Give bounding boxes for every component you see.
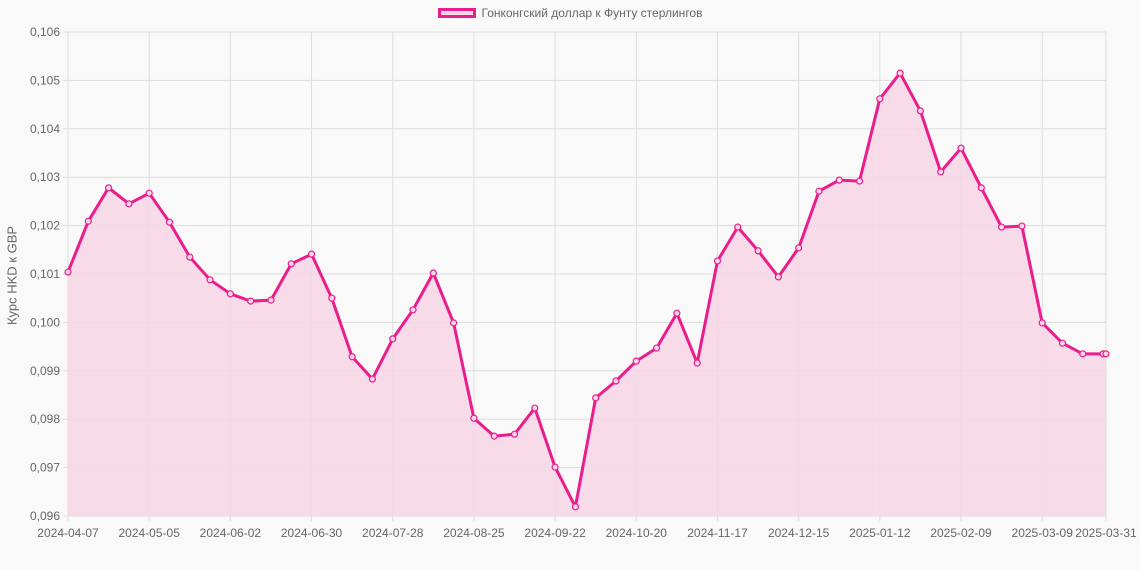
data-point[interactable] bbox=[734, 223, 742, 231]
data-point[interactable] bbox=[267, 296, 275, 304]
data-point[interactable] bbox=[104, 184, 113, 192]
data-point[interactable] bbox=[916, 107, 925, 115]
data-point[interactable] bbox=[145, 189, 153, 197]
y-tick-label: 0,105 bbox=[30, 73, 60, 87]
data-point[interactable] bbox=[957, 144, 965, 152]
legend-label[interactable]: Гонконгский доллар к Фунту стерлингов bbox=[481, 6, 703, 20]
x-tick-label: 2024-06-02 bbox=[200, 526, 262, 540]
data-point[interactable] bbox=[612, 377, 620, 385]
data-point[interactable] bbox=[1038, 319, 1046, 327]
x-tick-label: 2024-10-20 bbox=[606, 526, 668, 540]
x-tick-label: 2024-06-30 bbox=[281, 526, 343, 540]
data-point[interactable] bbox=[774, 273, 782, 281]
legend-swatch[interactable] bbox=[437, 8, 476, 18]
y-tick-label: 0,102 bbox=[30, 219, 60, 233]
data-point[interactable] bbox=[226, 290, 234, 298]
y-tick-label: 0,099 bbox=[30, 364, 60, 378]
y-tick-label: 0,100 bbox=[30, 315, 60, 329]
data-point[interactable] bbox=[490, 432, 498, 440]
data-point[interactable] bbox=[551, 463, 559, 471]
data-point[interactable] bbox=[673, 309, 681, 317]
x-tick-label: 2024-05-05 bbox=[118, 526, 180, 540]
data-point[interactable] bbox=[531, 404, 539, 412]
x-tick-label: 2024-12-15 bbox=[768, 526, 830, 540]
y-tick-label: 0,097 bbox=[30, 461, 60, 475]
data-point[interactable] bbox=[896, 69, 904, 77]
data-point[interactable] bbox=[713, 257, 722, 265]
data-point[interactable] bbox=[977, 184, 985, 192]
data-point[interactable] bbox=[247, 297, 255, 305]
y-tick-label: 0,098 bbox=[30, 412, 60, 426]
x-tick-label: 2025-02-09 bbox=[930, 526, 992, 540]
data-point[interactable] bbox=[409, 306, 417, 314]
data-point[interactable] bbox=[186, 253, 194, 261]
data-point[interactable] bbox=[348, 353, 356, 361]
data-point[interactable] bbox=[328, 294, 336, 302]
data-point[interactable] bbox=[206, 276, 214, 284]
data-point[interactable] bbox=[652, 344, 661, 352]
x-axis-ticks: 2024-04-07 2024-05-05 2024-06-02 2024-06-30… bbox=[37, 526, 1137, 540]
x-tick-label: 2024-11-17 bbox=[687, 526, 748, 540]
data-point[interactable] bbox=[307, 250, 316, 258]
data-point[interactable] bbox=[632, 357, 640, 365]
data-point[interactable] bbox=[64, 268, 72, 276]
y-tick-label: 0,096 bbox=[30, 509, 60, 523]
data-point[interactable] bbox=[470, 414, 478, 422]
data-point[interactable] bbox=[592, 394, 600, 402]
data-point[interactable] bbox=[754, 247, 762, 255]
data-point[interactable] bbox=[165, 218, 174, 226]
data-point[interactable] bbox=[835, 176, 843, 184]
data-point[interactable] bbox=[1018, 222, 1026, 230]
data-points[interactable] bbox=[64, 69, 1110, 511]
y-tick-label: 0,101 bbox=[30, 267, 60, 281]
area-fill bbox=[68, 73, 1106, 516]
x-tick-label: 2025-03-09 bbox=[1012, 526, 1074, 540]
data-point[interactable] bbox=[510, 430, 519, 438]
data-point[interactable] bbox=[1102, 350, 1110, 358]
y-tick-label: 0,106 bbox=[30, 25, 60, 39]
y-axis-ticks: 0,096 0,097 0,098 0,099 0,100 0,101 0,102 0,103… bbox=[30, 25, 60, 523]
data-point[interactable] bbox=[571, 503, 580, 511]
data-point[interactable] bbox=[855, 177, 864, 185]
x-tick-label: 2024-04-07 bbox=[37, 526, 99, 540]
data-point[interactable] bbox=[795, 244, 803, 252]
data-point[interactable] bbox=[368, 375, 377, 383]
data-point[interactable] bbox=[998, 223, 1006, 231]
data-point[interactable] bbox=[84, 217, 92, 225]
data-point[interactable] bbox=[287, 260, 295, 268]
x-tick-label: 2024-07-28 bbox=[362, 526, 424, 540]
x-tick-label: 2024-09-22 bbox=[524, 526, 586, 540]
chart-legend[interactable]: Гонконгский доллар к Фунту стерлингов bbox=[0, 6, 1140, 20]
y-tick-label: 0,104 bbox=[30, 122, 60, 136]
data-point[interactable] bbox=[937, 168, 945, 176]
data-point[interactable] bbox=[693, 359, 701, 367]
data-point[interactable] bbox=[1079, 350, 1087, 358]
y-tick-label: 0,103 bbox=[30, 170, 60, 184]
data-point[interactable] bbox=[429, 269, 437, 277]
data-point[interactable] bbox=[1058, 339, 1067, 347]
x-tick-label: 2024-08-25 bbox=[443, 526, 505, 540]
x-tick-label: 2025-01-12 bbox=[849, 526, 911, 540]
data-point[interactable] bbox=[876, 95, 884, 103]
data-point[interactable] bbox=[450, 319, 458, 327]
data-point[interactable] bbox=[815, 187, 823, 195]
x-tick-label: 2025-03-31 bbox=[1075, 526, 1137, 540]
data-point[interactable] bbox=[389, 335, 397, 343]
data-point[interactable] bbox=[125, 200, 133, 208]
